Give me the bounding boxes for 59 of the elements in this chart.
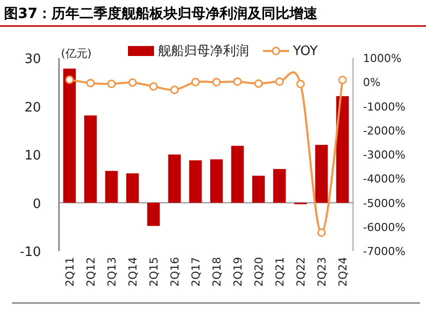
legend-label: 舰船归母净利润 [158, 44, 249, 59]
point [275, 77, 284, 86]
y2-tick-label: -4000% [363, 172, 406, 186]
x-tick-label: 2Q11 [64, 257, 76, 287]
x-tick-label: 2Q13 [106, 257, 118, 287]
y2-tick-label: -1000% [363, 100, 406, 114]
chart-title: 图37：历年二季度舰船板块归母净利润及同比增速 [4, 5, 318, 22]
y2-tick-label: -7000% [363, 245, 406, 258]
y2-tick-label: 1000% [363, 52, 402, 65]
bar [63, 68, 76, 203]
x-tick-label: 2Q23 [316, 257, 328, 287]
point [191, 78, 200, 86]
x-tick-label: 2Q12 [84, 257, 98, 287]
y2-tick-label: -2000% [363, 124, 406, 138]
y-tick-label: -10 [20, 245, 41, 260]
x-tick-label: 2Q14 [126, 257, 140, 287]
point [254, 79, 263, 88]
x-tick-label: 2Q15 [148, 257, 160, 287]
legend-label: YOY [292, 44, 318, 59]
x-tick-label: 2Q21 [274, 257, 286, 287]
x-tick-label: 2Q24 [336, 257, 350, 287]
point [107, 80, 116, 88]
x-tick-label: 2Q20 [252, 257, 266, 287]
y-tick-label: 30 [24, 52, 41, 67]
bar [168, 154, 181, 203]
bar [189, 160, 202, 203]
point [233, 77, 242, 86]
bar [336, 96, 349, 203]
bar [147, 202, 160, 226]
y-tick-label: 0 [32, 196, 41, 212]
point [170, 86, 179, 94]
bar [273, 168, 286, 203]
y-tick-label: 20 [24, 100, 41, 116]
point [338, 76, 347, 84]
point [86, 78, 95, 88]
bar [315, 144, 328, 203]
bar [105, 170, 118, 203]
bar [210, 159, 223, 203]
point [128, 78, 137, 87]
x-tick-label: 2Q18 [210, 257, 224, 287]
y2-tick-label: -3000% [363, 148, 406, 162]
x-tick-label: 2Q19 [232, 257, 244, 287]
x-tick-label: 2Q17 [190, 257, 202, 287]
y2-tick-label: -6000% [363, 220, 406, 234]
y2-tick-label: -5000% [363, 196, 406, 210]
bar [126, 173, 139, 203]
point [149, 82, 158, 91]
point [296, 80, 305, 88]
bar [84, 115, 97, 203]
bar [231, 146, 244, 203]
y-axis-title: (亿元) [61, 47, 92, 60]
y-tick-label: 10 [24, 148, 41, 164]
x-tick-label: 2Q22 [294, 257, 308, 287]
point [212, 78, 221, 86]
point [317, 228, 326, 237]
point [65, 75, 74, 84]
y2-tick-label: 0% [363, 76, 380, 90]
x-tick-label: 2Q16 [168, 257, 182, 287]
bar [252, 176, 265, 203]
